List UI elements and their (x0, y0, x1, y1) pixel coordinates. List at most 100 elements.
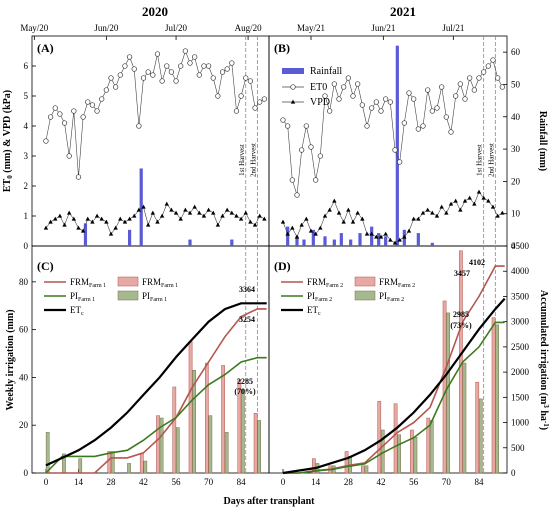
panel-b-frame (268, 35, 508, 247)
vpd-point (150, 210, 156, 215)
y-axis-title-top: ET0 (mm) & VPD (kPa) (2, 90, 14, 192)
top-axis-tick-label: Jun/20 (94, 23, 119, 33)
et0-point (303, 123, 309, 129)
x-tick-label: 42 (377, 477, 386, 487)
vpd-point (229, 210, 235, 215)
et0-point (490, 57, 496, 63)
legend-et0-label: ET0 (310, 82, 327, 93)
vpd-point (215, 222, 221, 227)
legend-bar-label: FRMFarm 2 (379, 277, 415, 289)
et0-point (443, 114, 449, 120)
legend-line-label: ETc (70, 305, 84, 317)
et0-point (257, 99, 263, 105)
vpd-point (99, 216, 104, 221)
rainfall-bar (377, 233, 381, 246)
frm-weekly-bar (253, 413, 258, 474)
vpd-point (187, 210, 193, 215)
pi-total-annotation: 2985 (453, 310, 469, 319)
vpd-point (238, 216, 244, 221)
legend-bar-label: FRMFarm 1 (142, 277, 178, 289)
pi-weekly-bar (446, 312, 450, 474)
vpd-point (453, 198, 458, 203)
panel-a-label: (A) (37, 41, 54, 55)
et0-point (112, 84, 119, 90)
et0-point (313, 177, 319, 183)
et0-point (331, 81, 337, 87)
vpd-point (94, 213, 100, 218)
et0-point (178, 63, 184, 69)
frm-weekly-bar (107, 451, 112, 474)
et0-point (476, 75, 482, 81)
y-tick-label: 4 (24, 121, 29, 131)
legend-line-label: FRMFarm 1 (70, 277, 106, 289)
vpd-point (462, 198, 468, 203)
et0-point (52, 105, 58, 111)
et0-point (164, 63, 170, 69)
frm-weekly-bar (442, 300, 447, 474)
et0-point (219, 69, 226, 75)
et0-point (210, 75, 216, 81)
legend-et0-marker (290, 84, 296, 90)
vpd-point (197, 210, 202, 215)
et0-point (289, 177, 295, 183)
rain-y-tick-label: 30 (511, 144, 521, 154)
y-axis-title-weekly: Weekly irrigation (mm) (5, 309, 16, 410)
rainfall-bar (370, 226, 374, 246)
vpd-point (420, 210, 426, 215)
et0-point (294, 192, 300, 198)
frm-weekly-bar (139, 453, 144, 474)
et0-point (75, 174, 82, 180)
vpd-point (388, 237, 393, 242)
et0-point (359, 102, 365, 108)
et0-line (282, 59, 503, 196)
cum-y-tick-label: 500 (511, 443, 525, 453)
vpd-point (308, 228, 314, 233)
vpd-point (350, 219, 356, 224)
et0-point (364, 123, 370, 129)
rain-y-tick-label: 0 (511, 241, 516, 251)
rainfall-bar (416, 233, 420, 246)
et0-point (453, 93, 459, 99)
vpd-point (346, 207, 351, 212)
cum-y-tick-label: 4000 (511, 266, 530, 276)
et0-point (327, 108, 333, 114)
et0-point (392, 147, 398, 153)
cum-y-tick-label: 3000 (511, 317, 530, 327)
et0-point (434, 105, 440, 111)
panel-d-label: (D) (274, 259, 291, 273)
vpd-point (85, 216, 90, 221)
cum-y-tick-label: 4500 (511, 241, 530, 251)
rainfall-bar (139, 168, 143, 246)
frm-weekly-bar (172, 386, 177, 474)
et0-point (103, 87, 110, 93)
vpd-point (136, 207, 142, 212)
et0-point (341, 84, 347, 90)
pi-weekly-bar (478, 398, 483, 474)
rainfall-bar (332, 239, 336, 246)
et0-point (499, 84, 505, 90)
vpd-point (439, 204, 444, 209)
et0-point (406, 90, 412, 96)
vpd-point (360, 216, 365, 221)
vpd-point (285, 231, 290, 236)
et0-point (355, 81, 361, 87)
x-tick-label: 14 (311, 477, 321, 487)
et0-point (345, 75, 351, 81)
frm-weekly-bar (221, 365, 225, 474)
rainfall-bar (83, 223, 88, 246)
et0-point (80, 114, 86, 120)
et0-point (308, 144, 314, 150)
frm-weekly-bar (188, 341, 193, 474)
et0-point (387, 99, 393, 105)
panel-d-frame (268, 245, 508, 474)
x-tick-label: 28 (107, 477, 117, 487)
x-tick-label: 70 (442, 477, 452, 487)
et0-point (471, 87, 477, 93)
vpd-point (430, 210, 435, 215)
pi-accumulated-line (283, 321, 505, 474)
vpd-point (304, 216, 309, 221)
et0-point (140, 75, 147, 81)
et0-point (373, 99, 379, 105)
rainfall-bar (384, 236, 388, 246)
